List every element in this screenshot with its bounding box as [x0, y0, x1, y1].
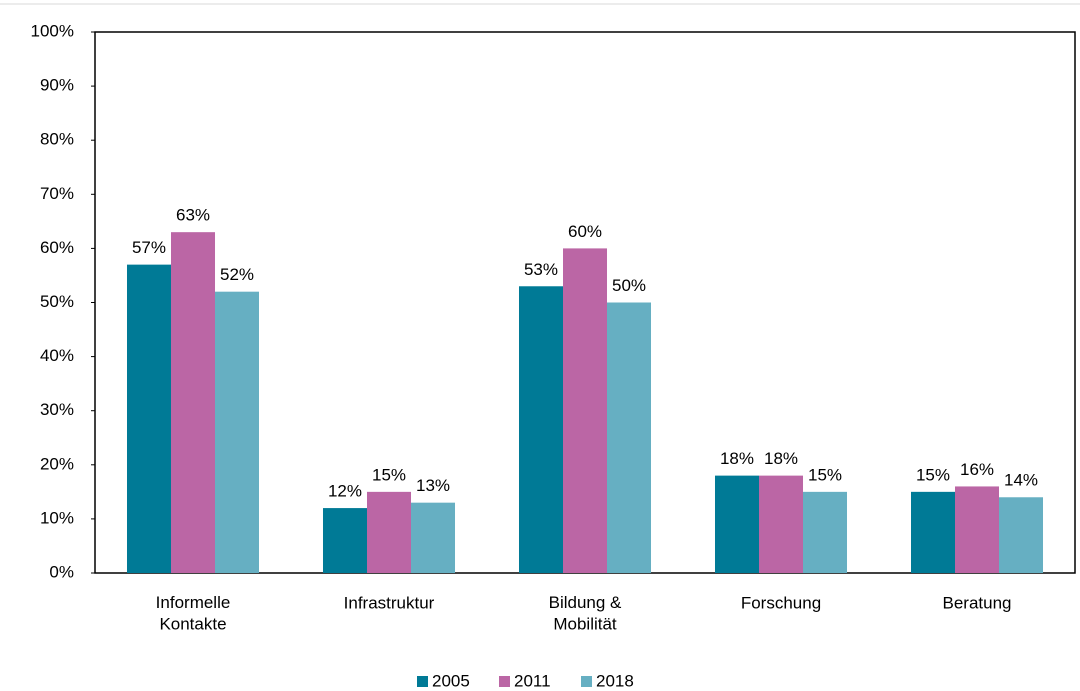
bar: [518, 286, 563, 573]
value-label: 53%: [524, 260, 558, 279]
y-tick-label: 70%: [40, 184, 74, 203]
value-label: 13%: [416, 476, 450, 495]
bar: [607, 302, 652, 573]
value-label: 15%: [916, 465, 950, 484]
bar: [954, 486, 1000, 573]
legend-swatch: [581, 676, 592, 687]
bar: [910, 491, 955, 573]
x-tick-label: Forschung: [741, 593, 821, 612]
legend-swatch: [499, 676, 510, 687]
y-tick-label: 100%: [31, 21, 74, 40]
value-label: 63%: [176, 206, 210, 225]
value-label: 57%: [132, 238, 166, 257]
value-label: 60%: [568, 222, 602, 241]
bar: [126, 264, 171, 573]
value-label: 16%: [960, 460, 994, 479]
x-tick-label: Infrastruktur: [344, 593, 435, 612]
y-tick-label: 40%: [40, 346, 74, 365]
bar: [215, 291, 260, 573]
value-label: 52%: [220, 265, 254, 284]
bar: [366, 491, 412, 573]
legend-label: 2011: [514, 671, 551, 690]
value-label: 50%: [612, 276, 646, 295]
value-label: 12%: [328, 482, 362, 501]
legend-label: 2005: [432, 671, 470, 690]
bar: [411, 502, 456, 573]
x-tick-label: Informelle Kontakte: [156, 593, 231, 633]
x-tick-label: Beratung: [943, 593, 1012, 612]
bar: [562, 248, 608, 573]
y-tick-label: 50%: [40, 292, 74, 311]
bar: [714, 475, 759, 573]
y-tick-label: 60%: [40, 238, 74, 257]
bar: [803, 491, 848, 573]
value-label: 15%: [808, 465, 842, 484]
y-tick-label: 0%: [49, 562, 74, 581]
legend-label: 2018: [596, 671, 634, 690]
bar: [758, 475, 804, 573]
value-label: 14%: [1004, 471, 1038, 490]
x-tick-label: Bildung & Mobilität: [549, 593, 622, 633]
value-label: 18%: [720, 449, 754, 468]
value-label: 15%: [372, 465, 406, 484]
y-tick-label: 20%: [40, 454, 74, 473]
bar: [170, 232, 216, 574]
value-label: 18%: [764, 449, 798, 468]
y-tick-label: 80%: [40, 130, 74, 149]
legend-swatch: [417, 676, 428, 687]
bar: [322, 508, 367, 573]
y-tick-label: 30%: [40, 400, 74, 419]
bar: [999, 497, 1044, 573]
y-tick-label: 10%: [40, 508, 74, 527]
y-tick-label: 90%: [40, 76, 74, 95]
